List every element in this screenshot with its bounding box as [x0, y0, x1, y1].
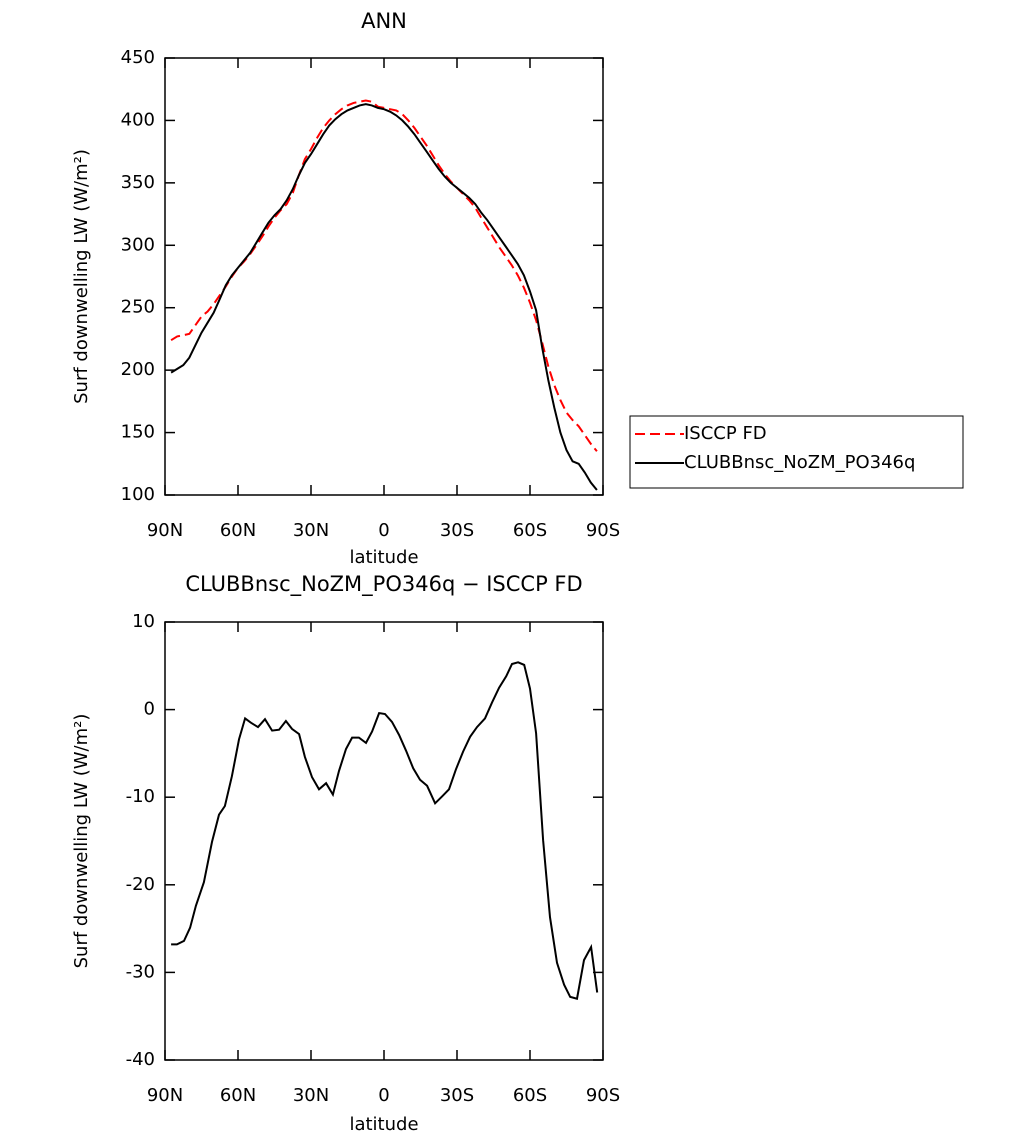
x-tick-label: 30S — [440, 1085, 474, 1106]
y-tick-label: 10 — [132, 611, 155, 632]
y-axis-label: Surf downwelling LW (W/m²) — [71, 149, 92, 404]
x-tick-label: 30N — [293, 1085, 329, 1106]
y-tick-label: 350 — [121, 172, 155, 193]
x-tick-label: 60S — [513, 1085, 547, 1106]
y-tick-label: -30 — [126, 961, 155, 982]
x-axis-label: latitude — [349, 547, 418, 568]
y-tick-label: -40 — [126, 1049, 155, 1070]
data-line — [170, 99, 598, 452]
y-tick-label: 100 — [121, 484, 155, 505]
x-tick-label: 0 — [378, 1085, 389, 1106]
legend-label: ISCCP FD — [684, 423, 767, 444]
y-tick-label: 200 — [121, 359, 155, 380]
chart-title: CLUBBnsc_NoZM_PO346q − ISCCP FD — [185, 572, 582, 597]
plot-frame — [164, 57, 604, 496]
x-tick-label: 90S — [586, 520, 620, 541]
x-tick-label: 30S — [440, 520, 474, 541]
y-tick-label: 400 — [121, 109, 155, 130]
y-tick-label: -20 — [126, 874, 155, 895]
y-tick-label: 0 — [144, 699, 155, 720]
x-tick-label: 60N — [220, 1085, 256, 1106]
y-tick-label: 150 — [121, 422, 155, 443]
x-tick-label: 60S — [513, 520, 547, 541]
x-tick-label: 90N — [147, 520, 183, 541]
x-tick-label: 90N — [147, 1085, 183, 1106]
x-tick-label: 0 — [378, 520, 389, 541]
y-tick-label: 300 — [121, 234, 155, 255]
y-tick-label: -10 — [126, 786, 155, 807]
x-tick-label: 60N — [220, 520, 256, 541]
y-tick-label: 450 — [121, 47, 155, 68]
plot-frame — [164, 621, 604, 1061]
legend-label: CLUBBnsc_NoZM_PO346q — [684, 452, 915, 473]
x-axis-label: latitude — [349, 1114, 418, 1135]
x-tick-label: 30N — [293, 520, 329, 541]
legend-box — [629, 415, 964, 489]
y-tick-label: 250 — [121, 297, 155, 318]
y-axis-label: Surf downwelling LW (W/m²) — [71, 714, 92, 969]
x-tick-label: 90S — [586, 1085, 620, 1106]
data-line — [171, 661, 599, 1000]
data-line — [170, 103, 598, 491]
chart-title: ANN — [361, 9, 407, 33]
